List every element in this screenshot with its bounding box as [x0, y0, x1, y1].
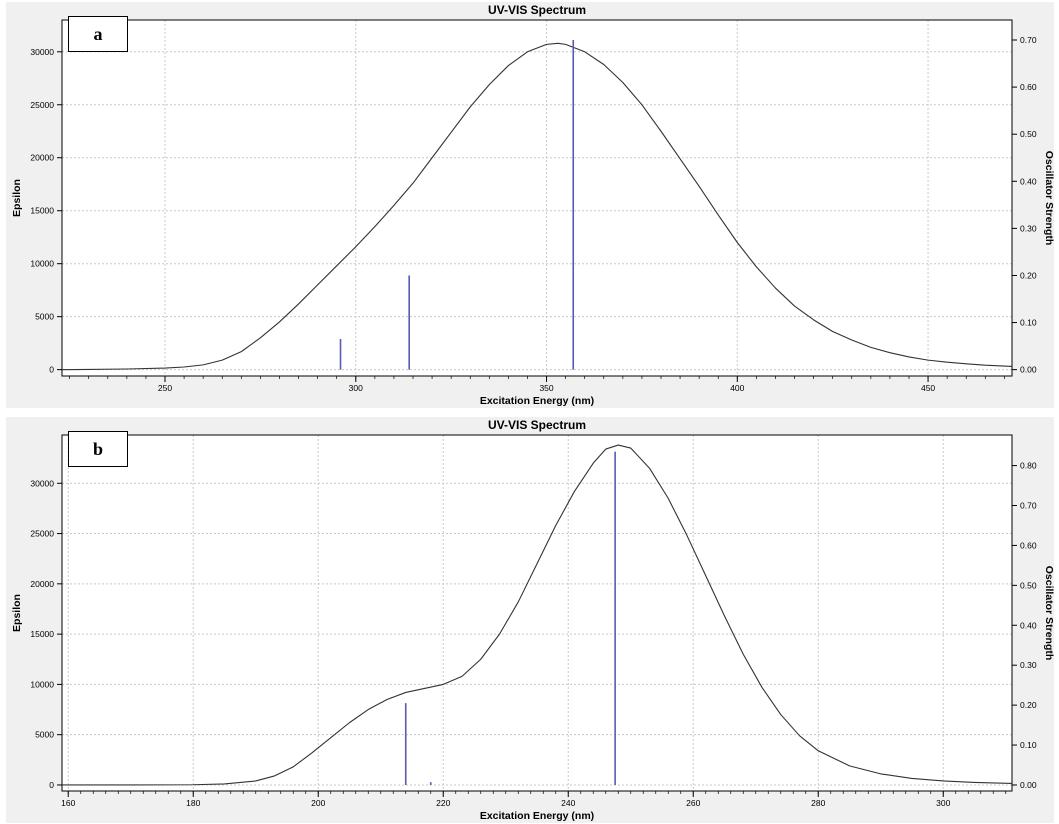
y-tick-label-a-1: 5000: [35, 312, 54, 322]
y-tick-label-b-2: 10000: [30, 679, 54, 689]
chart-title-a: UV-VIS Spectrum: [488, 3, 586, 17]
y2-tick-label-a-5: 0.50: [1020, 129, 1037, 139]
y-tick-label-a-2: 10000: [30, 259, 54, 269]
y-tick-label-a-0: 0: [49, 365, 54, 375]
y2-tick-label-b-6: 0.60: [1020, 540, 1037, 550]
y2-tick-label-a-2: 0.20: [1020, 270, 1037, 280]
panel-tag-b: b: [68, 431, 128, 467]
panel-tag-a: a: [68, 16, 128, 52]
y2-tick-label-b-7: 0.70: [1020, 501, 1037, 511]
x-axis-title-a: Excitation Energy (nm): [480, 395, 594, 407]
y-tick-label-b-4: 20000: [30, 579, 54, 589]
spectrum-chart-b: 160 180 200 220 240 260 280 300 0 5000 10000 15000 2…: [11, 418, 1054, 822]
plot-area-b: [62, 435, 1012, 791]
y2-tick-label-b-5: 0.50: [1020, 580, 1037, 590]
y2-tick-label-a-7: 0.70: [1020, 35, 1037, 45]
y-tick-label-b-0: 0: [49, 780, 54, 790]
y2-tick-label-a-1: 0.10: [1020, 318, 1037, 328]
y-tick-label-b-6: 30000: [30, 478, 54, 488]
x-tick-label-b-3: 220: [436, 798, 450, 808]
spectrum-panel-b: 160 180 200 220 240 260 280 300 0 5000 10000 15000 2…: [6, 417, 1054, 823]
epsilon-curve-a: [61, 42, 1013, 371]
epsilon-curve-b: [62, 444, 1013, 786]
y2-tick-label-b-3: 0.30: [1020, 660, 1037, 670]
y2-tick-label-b-8: 0.80: [1020, 461, 1037, 471]
y2-tick-label-b-1: 0.10: [1020, 740, 1037, 750]
x-tick-label-b-2: 200: [311, 798, 325, 808]
y2-axis-title-a: Oscillator Strength: [1043, 151, 1054, 246]
x-tick-label-b-0: 160: [61, 798, 75, 808]
x-tick-label-a-2: 350: [539, 383, 553, 393]
y2-tick-label-a-4: 0.40: [1020, 176, 1037, 186]
y2-tick-label-a-3: 0.30: [1020, 223, 1037, 233]
y2-tick-label-a-6: 0.60: [1020, 82, 1037, 92]
y-axis-title-b: Epsilon: [11, 594, 23, 632]
plot-area-a: [62, 20, 1012, 376]
plot-frame-b: [61, 434, 1013, 792]
x-tick-label-b-6: 280: [811, 798, 825, 808]
x-tick-label-a-0: 250: [158, 383, 172, 393]
y-tick-label-a-3: 15000: [30, 206, 54, 216]
plot-frame-a: [61, 19, 1013, 377]
x-tick-label-b-1: 180: [186, 798, 200, 808]
y2-tick-label-a-0: 0.00: [1020, 365, 1037, 375]
y-tick-label-b-5: 25000: [30, 529, 54, 539]
y2-tick-label-b-2: 0.20: [1020, 700, 1037, 710]
x-tick-label-b-4: 240: [561, 798, 575, 808]
y-tick-label-b-3: 15000: [30, 629, 54, 639]
x-tick-label-b-5: 260: [686, 798, 700, 808]
y-tick-label-b-1: 5000: [35, 730, 54, 740]
y-axis-title-a: Epsilon: [11, 179, 23, 217]
chart-title-b: UV-VIS Spectrum: [488, 418, 586, 432]
y-tick-label-a-6: 30000: [30, 47, 54, 57]
y2-tick-label-b-4: 0.40: [1020, 620, 1037, 630]
spectrum-panel-a: 250 300 350 400 450 0 5000 10000 15000 20000 25000…: [6, 2, 1054, 408]
y-tick-label-a-5: 25000: [30, 100, 54, 110]
x-tick-label-a-4: 450: [921, 383, 935, 393]
spectrum-chart-a: 250 300 350 400 450 0 5000 10000 15000 20000 25000…: [11, 3, 1054, 407]
x-tick-label-a-3: 400: [730, 383, 744, 393]
y2-tick-label-b-0: 0.00: [1020, 780, 1037, 790]
y-tick-label-a-4: 20000: [30, 153, 54, 163]
x-tick-label-a-1: 300: [349, 383, 363, 393]
x-axis-title-b: Excitation Energy (nm): [480, 810, 594, 822]
x-tick-label-b-7: 300: [936, 798, 950, 808]
y2-axis-title-b: Oscillator Strength: [1043, 566, 1054, 661]
